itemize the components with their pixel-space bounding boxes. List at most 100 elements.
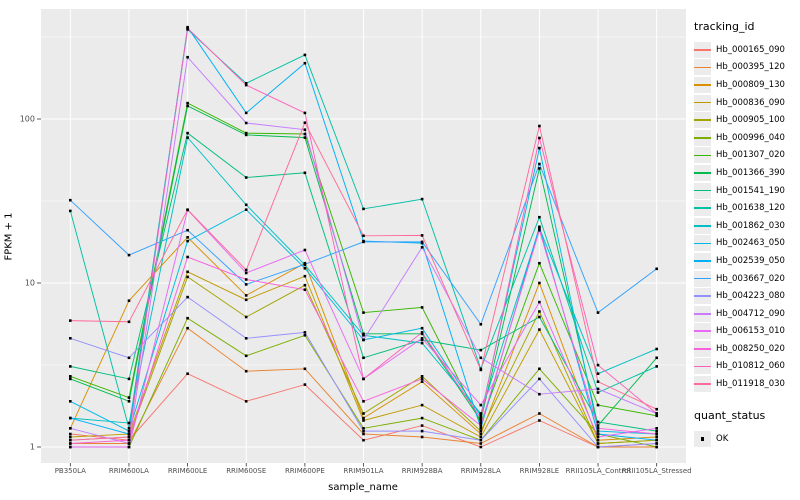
data-point — [479, 427, 483, 430]
data-point — [186, 101, 189, 105]
legend-key — [694, 129, 711, 146]
legend-entry: Hb_000165_090 — [694, 41, 798, 59]
data-point — [69, 209, 72, 213]
legend-color-line-icon — [694, 312, 711, 315]
square-point-icon — [700, 436, 705, 441]
data-point — [420, 380, 424, 383]
legend-key — [694, 41, 711, 58]
legend-label: Hb_002539_050 — [716, 255, 785, 266]
data-point — [420, 326, 424, 330]
data-point — [244, 369, 248, 373]
legend-label: Hb_000836_090 — [716, 97, 785, 108]
legend-entry: Hb_002539_050 — [694, 252, 798, 270]
data-point — [655, 407, 658, 411]
data-point — [303, 334, 307, 337]
legend-color-line-icon — [694, 101, 711, 104]
data-point — [69, 435, 72, 439]
legend-label: Hb_004712_090 — [716, 308, 785, 319]
data-point — [420, 331, 424, 334]
data-point — [244, 283, 248, 286]
data-point — [244, 337, 248, 340]
data-point — [303, 383, 307, 386]
legend-label: Hb_001366_390 — [716, 167, 785, 178]
data-point — [186, 26, 189, 30]
data-point — [596, 420, 600, 424]
data-point — [127, 427, 131, 430]
data-point — [479, 416, 483, 420]
data-point — [479, 348, 483, 352]
data-point — [479, 438, 483, 442]
data-point — [655, 414, 658, 418]
x-tick-label: RRIM928BA — [401, 467, 443, 475]
data-point — [244, 111, 248, 115]
data-point — [303, 274, 307, 278]
data-point — [186, 236, 189, 239]
x-tick-label: RRIM600LA — [108, 467, 149, 475]
data-point — [362, 419, 365, 422]
legend-color-line-icon — [694, 154, 711, 157]
data-point — [186, 104, 189, 108]
legend-entry: Hb_001307_020 — [694, 147, 798, 165]
legend-key — [694, 235, 711, 252]
data-point — [479, 356, 483, 360]
data-point — [538, 167, 541, 170]
data-point — [244, 298, 248, 302]
data-point — [244, 82, 248, 85]
data-point — [479, 442, 483, 445]
data-point — [69, 438, 72, 442]
data-point — [186, 208, 189, 211]
data-point — [244, 176, 248, 179]
data-point — [596, 445, 600, 449]
legend-color-line-icon — [694, 84, 711, 86]
data-point — [420, 435, 424, 439]
legend-label: Hb_001541_190 — [716, 185, 785, 196]
data-point — [538, 377, 541, 381]
legend-label: Hb_000996_040 — [716, 132, 785, 143]
data-point — [186, 316, 189, 320]
legend-entry: Hb_010812_060 — [694, 358, 798, 376]
data-point — [362, 412, 365, 415]
legend-label: Hb_006153_010 — [716, 326, 785, 337]
data-point — [479, 412, 483, 415]
legend-color-line-icon — [694, 207, 711, 210]
data-point — [303, 111, 307, 115]
data-point — [420, 375, 424, 378]
data-point — [596, 380, 600, 383]
data-point — [127, 421, 131, 425]
x-tick-label: RRIM901LA — [343, 467, 384, 475]
data-point — [69, 377, 72, 381]
data-point — [69, 319, 72, 322]
legend-key — [694, 164, 711, 181]
data-point — [479, 424, 483, 427]
data-point — [596, 435, 600, 439]
legend-entry: Hb_008250_020 — [694, 340, 798, 358]
data-point — [596, 311, 600, 314]
data-point — [538, 146, 541, 150]
data-point — [655, 356, 658, 360]
data-point — [420, 403, 424, 407]
legend-key — [694, 252, 711, 269]
data-point — [655, 347, 658, 351]
legend-entry-ok: OK — [694, 430, 798, 448]
legend-color-line-icon — [694, 136, 711, 139]
x-tick-label: RRII105LA_Stressed — [621, 467, 692, 475]
data-point — [420, 429, 424, 433]
data-point — [186, 275, 189, 279]
data-point — [69, 445, 72, 449]
data-point — [362, 377, 365, 381]
data-point — [362, 334, 365, 337]
data-point — [538, 281, 541, 285]
data-point — [127, 253, 131, 257]
data-point — [362, 234, 365, 238]
data-point — [596, 442, 600, 445]
x-tick-label: RRIM600SE — [226, 467, 267, 475]
data-point — [420, 240, 424, 244]
data-point — [303, 367, 307, 371]
data-point — [127, 377, 131, 381]
data-point — [303, 128, 307, 131]
data-point — [655, 445, 658, 449]
legend-color-line-icon — [694, 277, 711, 280]
legend-key — [694, 270, 711, 287]
data-point — [127, 396, 131, 399]
legend-color-line-icon — [694, 119, 711, 122]
